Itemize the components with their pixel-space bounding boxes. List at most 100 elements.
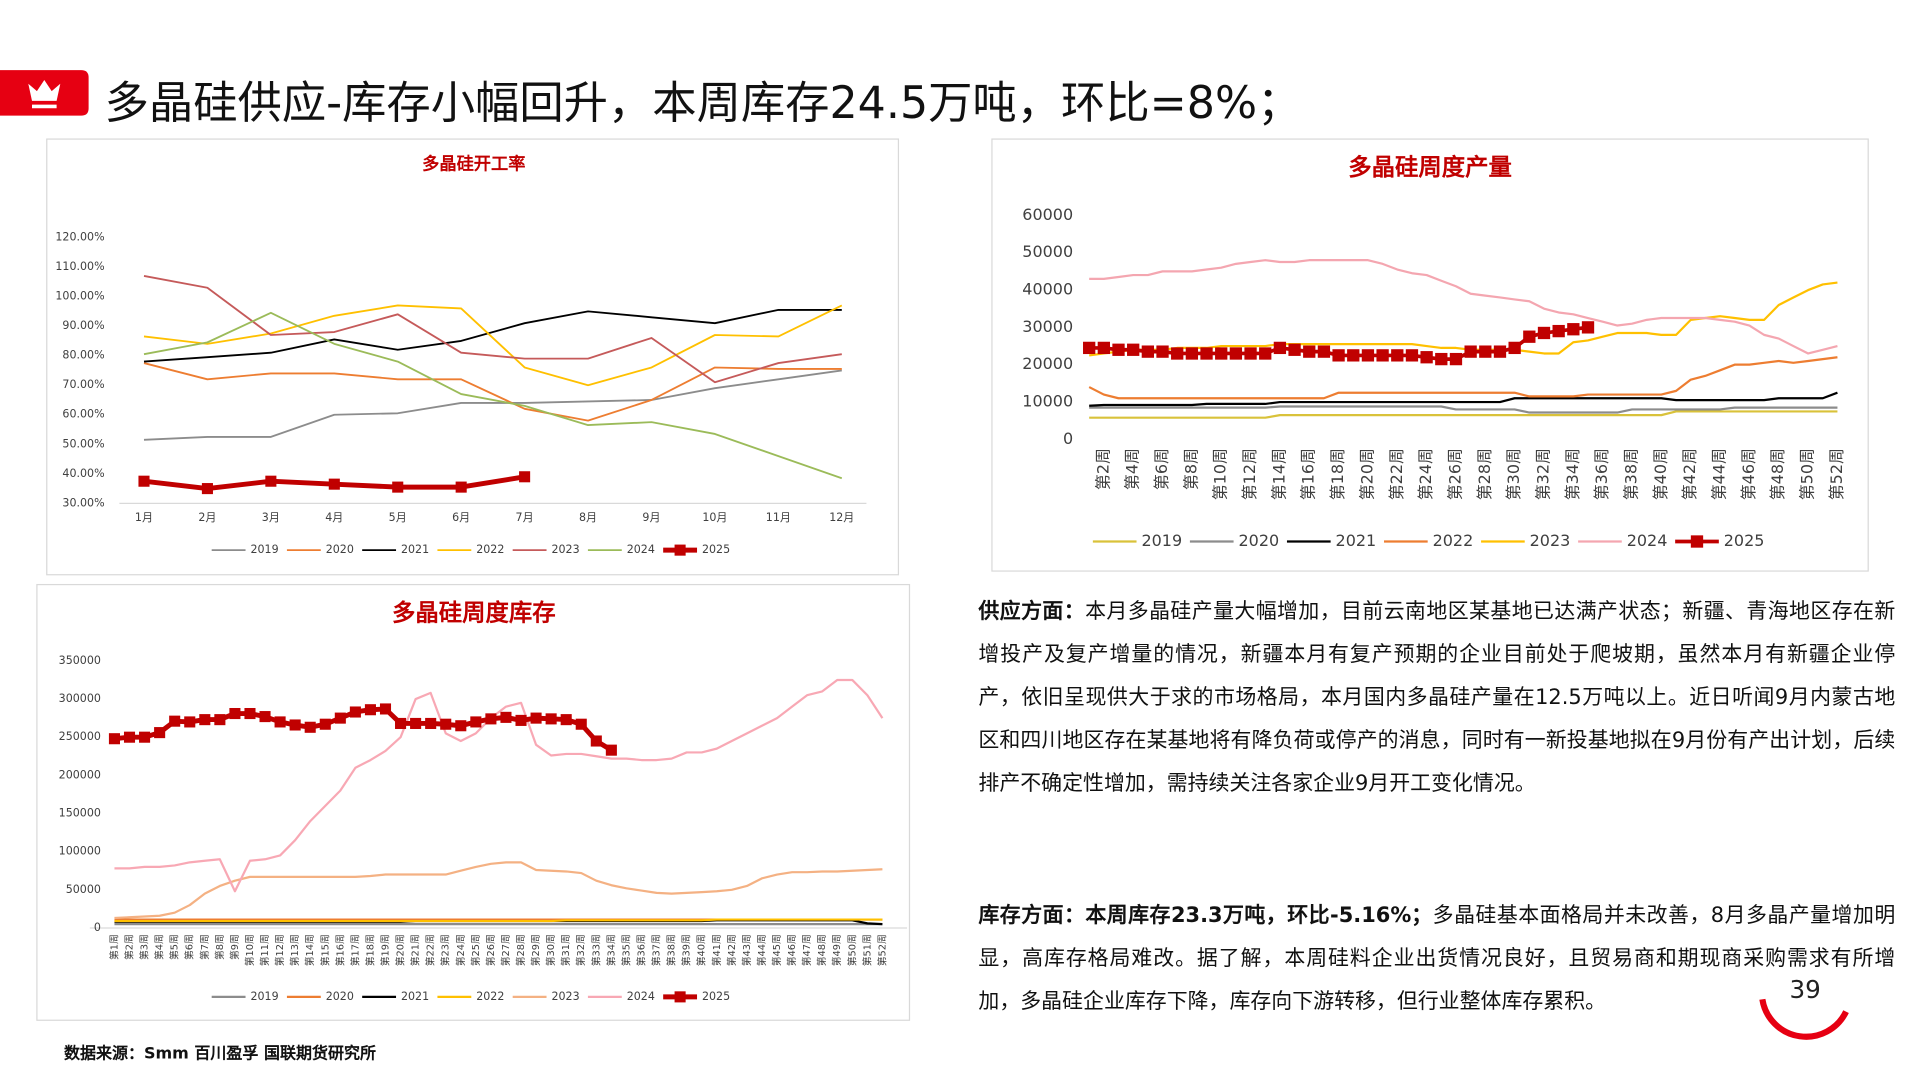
marker bbox=[1493, 345, 1507, 358]
x-tick-label: 第50周 bbox=[1798, 448, 1817, 500]
paragraph-body: 本月多晶硅产量大幅增加，目前云南地区某基地已达满产状态；新疆、青海地区存在新增投… bbox=[978, 599, 1896, 797]
marker bbox=[334, 712, 346, 724]
marker bbox=[1537, 326, 1551, 340]
x-tick-label: 第23周 bbox=[439, 934, 452, 966]
x-tick-label: 第10周 bbox=[1211, 448, 1230, 500]
x-tick-label: 第24周 bbox=[1416, 448, 1435, 500]
x-tick-label: 第26周 bbox=[484, 934, 497, 966]
marker bbox=[1288, 343, 1301, 356]
x-tick-label: 第2周 bbox=[1093, 448, 1112, 490]
x-tick-label: 第6周 bbox=[183, 934, 196, 960]
y-tick-label: 10000 bbox=[1022, 392, 1073, 411]
marker bbox=[410, 717, 422, 729]
marker bbox=[1567, 323, 1580, 336]
series-line bbox=[114, 918, 883, 923]
marker bbox=[1112, 343, 1125, 356]
y-tick-label: 70.00% bbox=[62, 378, 104, 391]
legend-label: 2025 bbox=[702, 543, 730, 556]
marker bbox=[1156, 345, 1169, 358]
x-tick-label: 第42周 bbox=[1680, 448, 1699, 500]
x-tick-label: 第45周 bbox=[770, 934, 783, 966]
x-tick-label: 第20周 bbox=[394, 934, 407, 966]
marker bbox=[1347, 349, 1360, 362]
marker bbox=[519, 471, 531, 483]
x-tick-label: 第34周 bbox=[1563, 448, 1582, 500]
marker bbox=[274, 716, 286, 728]
chart-frame bbox=[36, 583, 911, 1021]
x-tick-label: 第17周 bbox=[348, 934, 361, 966]
x-tick-label: 第52周 bbox=[1827, 448, 1846, 500]
data-source: 数据来源：Smm 百川盈孚 国联期货研究所 bbox=[63, 1044, 376, 1064]
x-tick-label: 7月 bbox=[516, 511, 534, 524]
x-tick-label: 第33周 bbox=[589, 934, 602, 966]
marker bbox=[515, 714, 527, 726]
chart-title: 多晶硅周度产量 bbox=[1348, 153, 1512, 181]
marker bbox=[590, 735, 602, 747]
legend-label: 2025 bbox=[702, 990, 730, 1003]
x-tick-label: 5月 bbox=[389, 511, 407, 524]
marker bbox=[440, 718, 452, 730]
x-tick-label: 第48周 bbox=[815, 934, 828, 966]
x-tick-label: 10月 bbox=[702, 511, 727, 524]
y-tick-label: 300000 bbox=[59, 692, 101, 705]
legend-label: 2024 bbox=[627, 543, 655, 556]
marker bbox=[1435, 352, 1448, 366]
marker bbox=[575, 718, 587, 730]
y-tick-label: 50000 bbox=[1022, 242, 1073, 261]
marker bbox=[265, 475, 277, 487]
marker bbox=[470, 716, 482, 728]
x-tick-label: 第24周 bbox=[454, 934, 467, 966]
x-tick-label: 第32周 bbox=[574, 934, 587, 966]
x-tick-label: 第12周 bbox=[273, 934, 286, 966]
legend-label: 2021 bbox=[401, 543, 429, 556]
marker bbox=[392, 481, 404, 493]
x-tick-label: 第22周 bbox=[1387, 448, 1406, 500]
marker bbox=[1552, 324, 1565, 338]
marker bbox=[1273, 341, 1287, 355]
x-tick-label: 第16周 bbox=[1299, 448, 1318, 500]
x-tick-label: 第11周 bbox=[258, 934, 271, 966]
marker bbox=[123, 731, 136, 743]
marker bbox=[1171, 347, 1184, 360]
series-line bbox=[143, 308, 842, 363]
legend-label: 2019 bbox=[250, 543, 278, 556]
chart-title: 多晶硅周度库存 bbox=[392, 599, 556, 627]
marker bbox=[138, 475, 150, 487]
x-tick-label: 第8周 bbox=[213, 934, 226, 960]
marker bbox=[1083, 341, 1096, 355]
marker bbox=[349, 706, 361, 718]
marker bbox=[169, 715, 181, 727]
marker bbox=[530, 712, 542, 724]
marker bbox=[485, 713, 497, 725]
marker bbox=[1405, 349, 1419, 362]
marker bbox=[154, 727, 166, 739]
marker bbox=[1303, 345, 1316, 358]
marker bbox=[214, 714, 226, 726]
marker bbox=[560, 714, 572, 726]
x-tick-label: 第6周 bbox=[1152, 448, 1171, 490]
x-tick-label: 第28周 bbox=[514, 934, 527, 966]
marker bbox=[328, 478, 340, 490]
x-tick-label: 第40周 bbox=[695, 934, 708, 966]
x-tick-label: 第15周 bbox=[318, 934, 331, 966]
legend-label: 2023 bbox=[551, 990, 579, 1003]
y-tick-label: 90.00% bbox=[62, 319, 104, 332]
y-tick-label: 0 bbox=[94, 921, 101, 934]
x-tick-label: 第4周 bbox=[153, 934, 166, 960]
x-tick-label: 第38周 bbox=[665, 934, 678, 966]
paragraph-lead: 供应方面： bbox=[978, 599, 1086, 624]
x-tick-label: 第27周 bbox=[499, 934, 512, 966]
marker bbox=[1523, 330, 1536, 343]
x-tick-label: 第49周 bbox=[830, 934, 843, 966]
marker bbox=[425, 717, 437, 729]
y-tick-label: 20000 bbox=[1022, 354, 1073, 373]
series-line bbox=[1089, 410, 1838, 419]
marker bbox=[139, 731, 151, 743]
legend-label: 2022 bbox=[1433, 531, 1474, 550]
paragraph-lead: 库存方面：本周库存23.3万吨，环比-5.16%； bbox=[978, 903, 1433, 928]
series-line bbox=[1089, 391, 1838, 407]
y-tick-label: 40.00% bbox=[62, 467, 104, 480]
